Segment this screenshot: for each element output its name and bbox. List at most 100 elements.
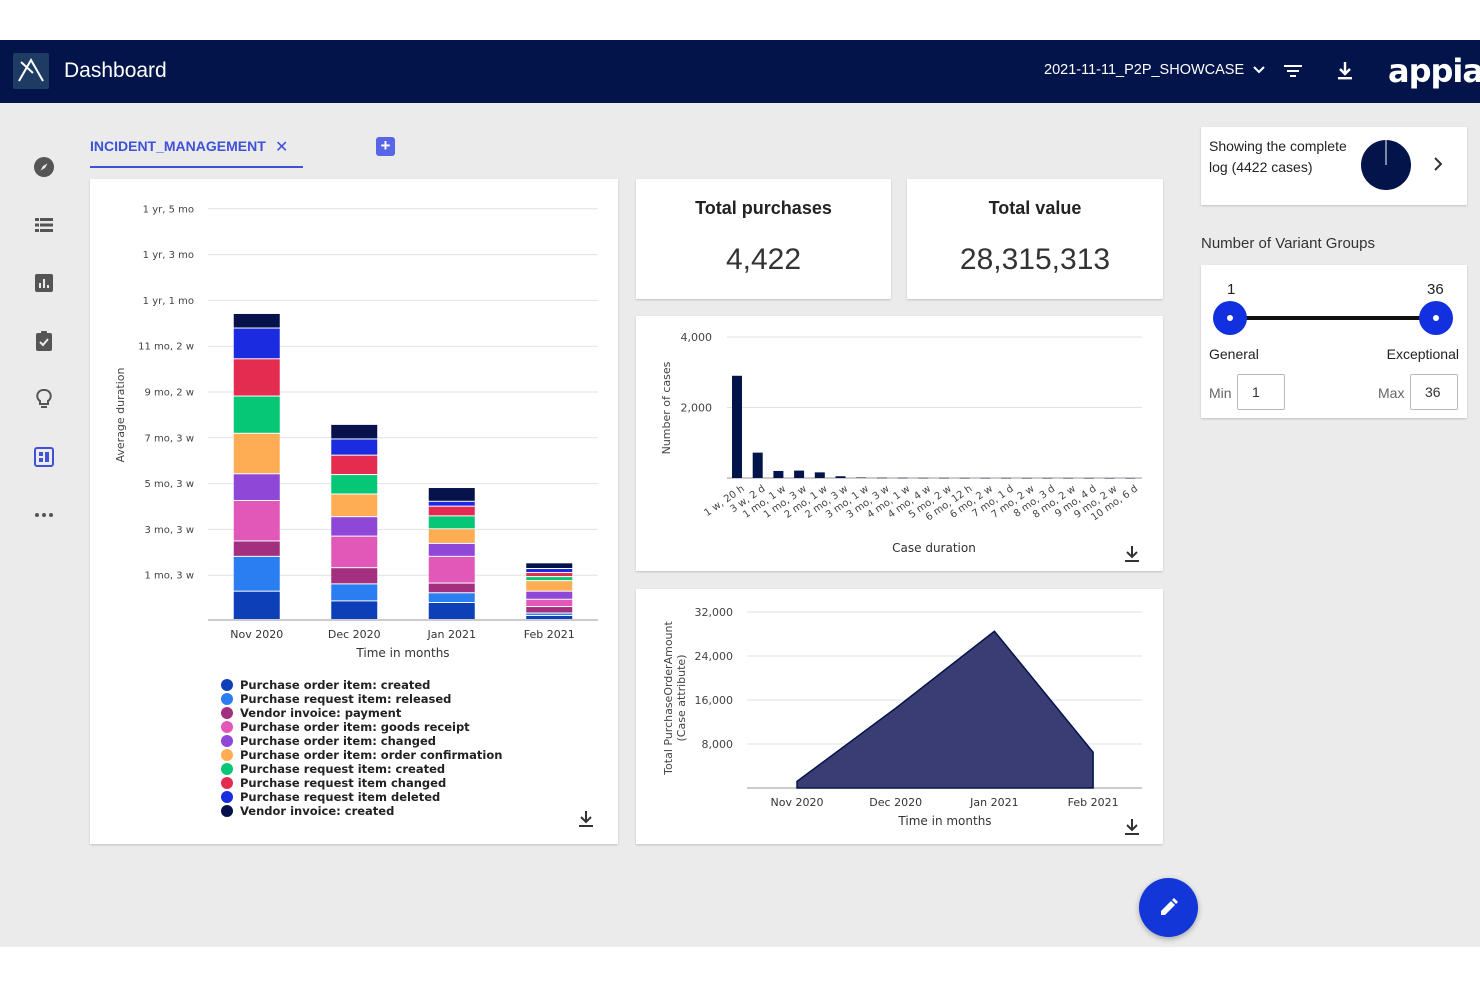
legend-label: Purchase request item: released (240, 692, 452, 706)
histogram-bar (876, 477, 887, 479)
bar-segment (428, 556, 475, 583)
tab-incident-management[interactable]: INCIDENT_MANAGEMENT (90, 138, 266, 154)
download-icon[interactable] (1333, 59, 1357, 83)
legend-item[interactable]: Purchase request item: released (221, 692, 502, 706)
kpi-value: 4,422 (725, 243, 802, 276)
histogram-bar (856, 477, 867, 478)
chevron-right-icon[interactable] (1431, 156, 1445, 172)
app-logo-icon[interactable] (13, 53, 49, 89)
bar-segment (526, 591, 573, 599)
add-tab-button[interactable]: + (376, 137, 395, 156)
legend-item[interactable]: Purchase order item: goods receipt (221, 720, 502, 734)
compass-icon[interactable] (32, 155, 56, 179)
histogram-bar (773, 470, 784, 478)
legend-swatch (221, 721, 233, 733)
x-tick-label: Jan 2021 (427, 628, 476, 641)
legend-item[interactable]: Vendor invoice: created (221, 804, 502, 818)
legend-item[interactable]: Purchase order item: changed (221, 734, 502, 748)
pencil-icon (1161, 898, 1178, 915)
bar-segment (233, 500, 280, 541)
slider-max-handle[interactable] (1419, 301, 1453, 335)
bar-segment (428, 506, 475, 516)
bar-segment (233, 474, 280, 500)
x-axis-title: Time in months (897, 814, 991, 828)
x-tick-label: Feb 2021 (1068, 796, 1119, 809)
bar-segment (233, 591, 280, 619)
histogram-bar (939, 477, 949, 479)
edit-button[interactable] (1139, 878, 1198, 937)
legend-label: Purchase request item: created (240, 762, 446, 776)
histogram-bar (959, 477, 970, 479)
bar-segment (331, 439, 378, 455)
bar-segment (526, 613, 573, 615)
x-tick-label: Nov 2020 (230, 628, 283, 641)
download-icon[interactable] (1122, 817, 1142, 837)
kpi-value: 28,315,313 (959, 243, 1111, 276)
y-tick-label: 32,000 (695, 606, 734, 619)
legend-item[interactable]: Purchase request item deleted (221, 790, 502, 804)
legend-item[interactable]: Vendor invoice: payment (221, 706, 502, 720)
area-series (796, 630, 1094, 789)
histogram-bar (1083, 477, 1094, 479)
log-summary-card[interactable]: Showing the complete log (4422 cases) (1201, 127, 1467, 205)
max-input[interactable]: 36 (1410, 374, 1458, 410)
legend-label: Purchase request item changed (240, 776, 447, 790)
stacked-bar-chart-card: 1 mo, 3 w 3 mo, 3 w 5 mo, 3 w 7 mo, 3 w 9 mo… (90, 179, 618, 844)
legend-label: Purchase request item deleted (240, 790, 441, 804)
bar-segment (233, 556, 280, 591)
slider-min-handle[interactable] (1213, 301, 1247, 335)
slider-track[interactable] (1230, 316, 1437, 320)
legend-item[interactable]: Purchase order item: order confirmation (221, 748, 502, 762)
more-icon[interactable] (32, 503, 56, 527)
bar-segment (526, 573, 573, 577)
download-icon[interactable] (576, 809, 596, 829)
bar-segment (526, 607, 573, 613)
bar-segment (526, 568, 573, 573)
histogram-bar (918, 477, 929, 479)
legend-item[interactable]: Purchase request item changed (221, 776, 502, 790)
filter-icon[interactable] (1281, 59, 1305, 83)
download-icon[interactable] (1122, 544, 1142, 564)
histogram-bar (1104, 477, 1115, 479)
dataset-name: 2021-11-11_P2P_SHOWCASE (1044, 62, 1245, 78)
bar-segment (428, 529, 475, 543)
y-axis-title: Number of cases (660, 361, 673, 454)
legend-label: Purchase order item: changed (240, 734, 437, 748)
chart-legend: Purchase order item: created Purchase req… (221, 678, 502, 818)
legend-item[interactable]: Purchase request item: created (221, 762, 502, 776)
bar-segment (331, 568, 378, 584)
stacked-bar-chart: 1 mo, 3 w 3 mo, 3 w 5 mo, 3 w 7 mo, 3 w 9 mo… (114, 204, 598, 660)
brand-logo: appian (1388, 52, 1480, 90)
kpi-card-total-purchases: Total purchases 4,422 (636, 179, 891, 299)
variant-groups-slider-card: 1 36 General Exceptional Min 1 Max 36 (1201, 265, 1467, 418)
kpi-title: Total value (988, 198, 1082, 218)
y-axis-title: Total PurchaseOrderAmount(Case attribute… (662, 621, 688, 776)
y-tick-label: 8,000 (702, 738, 734, 751)
bar-segment (526, 577, 573, 581)
x-tick-label: Jan 2021 (969, 796, 1018, 809)
legend-label: Purchase order item: goods receipt (240, 720, 470, 734)
min-input[interactable]: 1 (1237, 374, 1285, 410)
dashboard-icon[interactable] (32, 445, 56, 469)
legend-label: Purchase order item: created (240, 678, 431, 692)
legend-item[interactable]: Purchase order item: created (221, 678, 502, 692)
purchase-amount-chart: 8,000 16,000 24,000 32,000 Nov 2020 Dec 2020 J… (662, 606, 1142, 828)
clipboard-check-icon[interactable] (32, 329, 56, 353)
bar-segment (428, 501, 475, 506)
histogram-bar (814, 472, 825, 478)
close-icon[interactable]: ✕ (275, 139, 289, 156)
dataset-selector[interactable]: 2021-11-11_P2P_SHOWCASE (1044, 62, 1266, 78)
list-icon[interactable] (32, 213, 56, 237)
legend-swatch (221, 679, 233, 691)
bar-segment (331, 517, 378, 536)
bar-segment (233, 433, 280, 474)
histogram-bar (1021, 477, 1032, 479)
y-tick-label: 1 yr, 3 mo (143, 250, 194, 261)
slider-max-value: 36 (1427, 281, 1444, 298)
lightbulb-icon[interactable] (32, 387, 56, 411)
kpi-title: Total purchases (695, 198, 832, 218)
bar-chart-icon[interactable] (32, 271, 56, 295)
bar-segment (526, 599, 573, 607)
